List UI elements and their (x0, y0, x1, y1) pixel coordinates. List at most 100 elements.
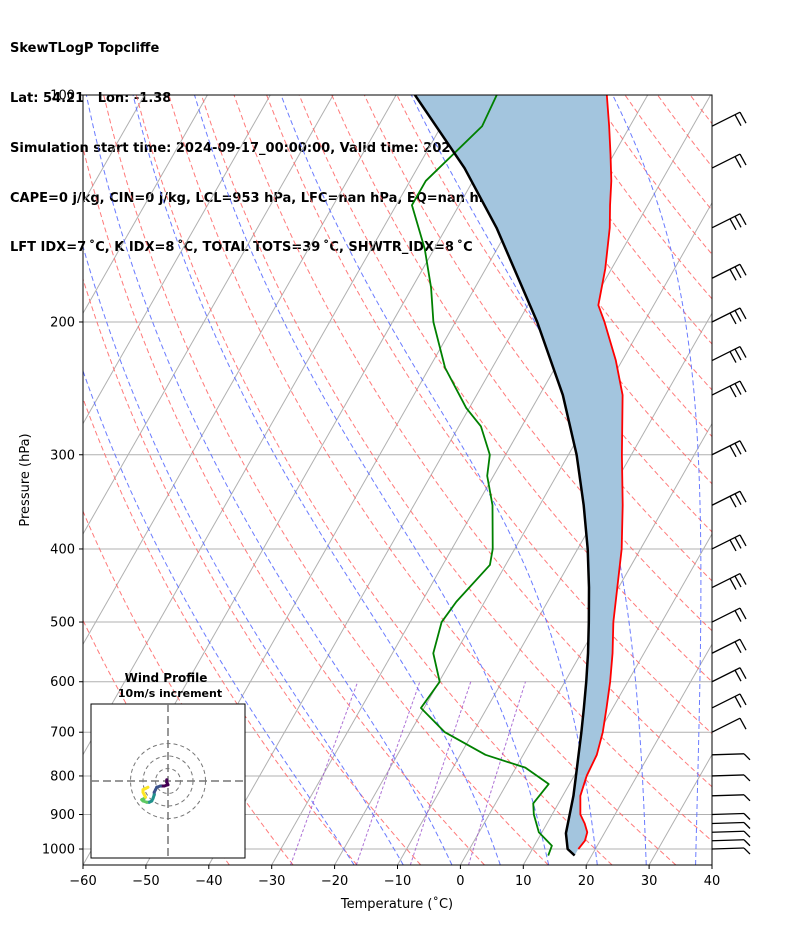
wind-barb-feather (734, 493, 742, 506)
wind-barb (711, 847, 751, 855)
wind-barb (711, 774, 751, 782)
wind-barb-feather (729, 539, 737, 552)
x-tick-label: −30 (258, 874, 285, 889)
isotherm (334, 201, 712, 865)
wind-barb-staff (711, 794, 745, 797)
isotherm (648, 753, 712, 865)
x-tick-label: −20 (321, 874, 348, 889)
isotherm (83, 95, 208, 315)
dewpoint-line (411, 95, 553, 856)
wind-barb-staff (711, 667, 741, 683)
wind-barb-staff (711, 774, 745, 777)
mixing-ratio-line (290, 681, 359, 865)
wind-barb-feather (743, 847, 751, 855)
wind-barb (711, 830, 751, 838)
wind-barb-feather (729, 218, 737, 231)
wind-barb (711, 812, 751, 820)
dry-adiabat (624, 95, 712, 211)
dry-adiabat (83, 510, 294, 865)
wind-barb-feather (734, 156, 742, 168)
wind-barb (711, 213, 747, 231)
wind-barb-feather (734, 266, 742, 279)
wind-barb-staff (711, 380, 741, 396)
isotherm (711, 863, 712, 865)
wind-barb (711, 307, 747, 325)
hodograph: Wind Profile 10m/s increment (90, 671, 246, 859)
wind-barb-feather (739, 213, 747, 226)
header-indices-2: LFT IDX=7 ˚C, K IDX=8 ˚C, TOTAL TOTS=39 … (10, 240, 473, 256)
isotherm (585, 643, 712, 865)
wind-barb-staff (711, 263, 741, 279)
wind-barb-feather (739, 534, 747, 547)
wind-barb (711, 345, 747, 363)
x-tick-label: 20 (578, 874, 595, 889)
wind-barb (711, 693, 747, 709)
wind-barb-feather (729, 385, 737, 398)
wind-barb-staff (711, 830, 745, 833)
wind-barb-staff (711, 534, 741, 550)
dry-adiabat (331, 95, 712, 632)
dry-adiabat (689, 95, 712, 125)
wind-barb-feather (729, 495, 737, 508)
y-tick-label: 200 (50, 315, 75, 330)
wind-barb-feather (739, 307, 747, 320)
axes: −60 −50 −40 −30 −20 −10 0 10 20 30 40 1000 900 800 700… (42, 89, 720, 890)
wind-barb-feather (729, 312, 737, 325)
mixing-ratio-line (468, 681, 526, 865)
isotherm (83, 95, 271, 425)
y-tick-label: 800 (50, 769, 75, 784)
wind-barb (711, 821, 751, 829)
wind-barb-feather (734, 641, 742, 654)
wind-barb-staff (711, 440, 741, 456)
isotherm (83, 95, 334, 535)
dry-adiabat (83, 277, 422, 865)
y-tick-label: 500 (50, 616, 75, 631)
y-tick-label: 700 (50, 726, 75, 741)
wind-barb-staff (711, 753, 745, 756)
x-tick-label: −40 (195, 874, 222, 889)
x-tick-label: 0 (456, 874, 464, 889)
moist-adiabat (132, 95, 501, 865)
wind-barb (711, 263, 747, 281)
wind-barb-feather (734, 215, 742, 228)
moist-adiabat (280, 95, 598, 865)
x-tick-label: 40 (704, 874, 721, 889)
wind-barb-staff (711, 490, 741, 506)
wind-barb-feather (739, 573, 747, 585)
wind-barb-feather (734, 383, 742, 395)
wind-barb-feather (743, 822, 751, 829)
wind-barb-staff (711, 345, 741, 362)
x-tick-label: −50 (132, 874, 159, 889)
wind-barb-staff (711, 717, 741, 733)
wind-barb (711, 794, 751, 802)
isotherm (0, 95, 19, 865)
wind-barb-staff (711, 821, 745, 825)
wind-barb-staff (711, 213, 741, 229)
y-tick-label: 600 (50, 675, 75, 690)
wind-barb-staff (711, 307, 741, 323)
wind-barb-staff (711, 839, 745, 842)
wind-barb-staff (711, 111, 741, 127)
hodograph-segment (144, 785, 150, 790)
wind-barb-feather (734, 114, 742, 127)
wind-barb-feather (734, 442, 742, 455)
wind-barb-feather (734, 696, 742, 708)
x-tick-label: −60 (69, 874, 96, 889)
temperature-line (577, 95, 624, 850)
y-axis-label: Pressure (hPa) (18, 433, 33, 526)
moist-adiabat (612, 95, 702, 865)
dry-adiabat (83, 145, 485, 865)
wind-barb-feather (739, 153, 747, 166)
wind-barb (711, 839, 751, 847)
header-title: SkewTLogP Topcliffe (10, 41, 160, 57)
wind-barb-feather (739, 693, 747, 706)
y-tick-label: 100 (50, 89, 75, 104)
cape-cin-shading (414, 95, 623, 856)
wind-barb-feather (739, 638, 747, 651)
hodograph-title: Wind Profile (125, 671, 208, 685)
wind-barb-feather (743, 794, 751, 802)
dry-adiabat (298, 95, 712, 683)
cin-shaded-area (414, 95, 623, 856)
y-tick-label: 300 (50, 448, 75, 463)
wind-barb-staff (711, 607, 741, 623)
